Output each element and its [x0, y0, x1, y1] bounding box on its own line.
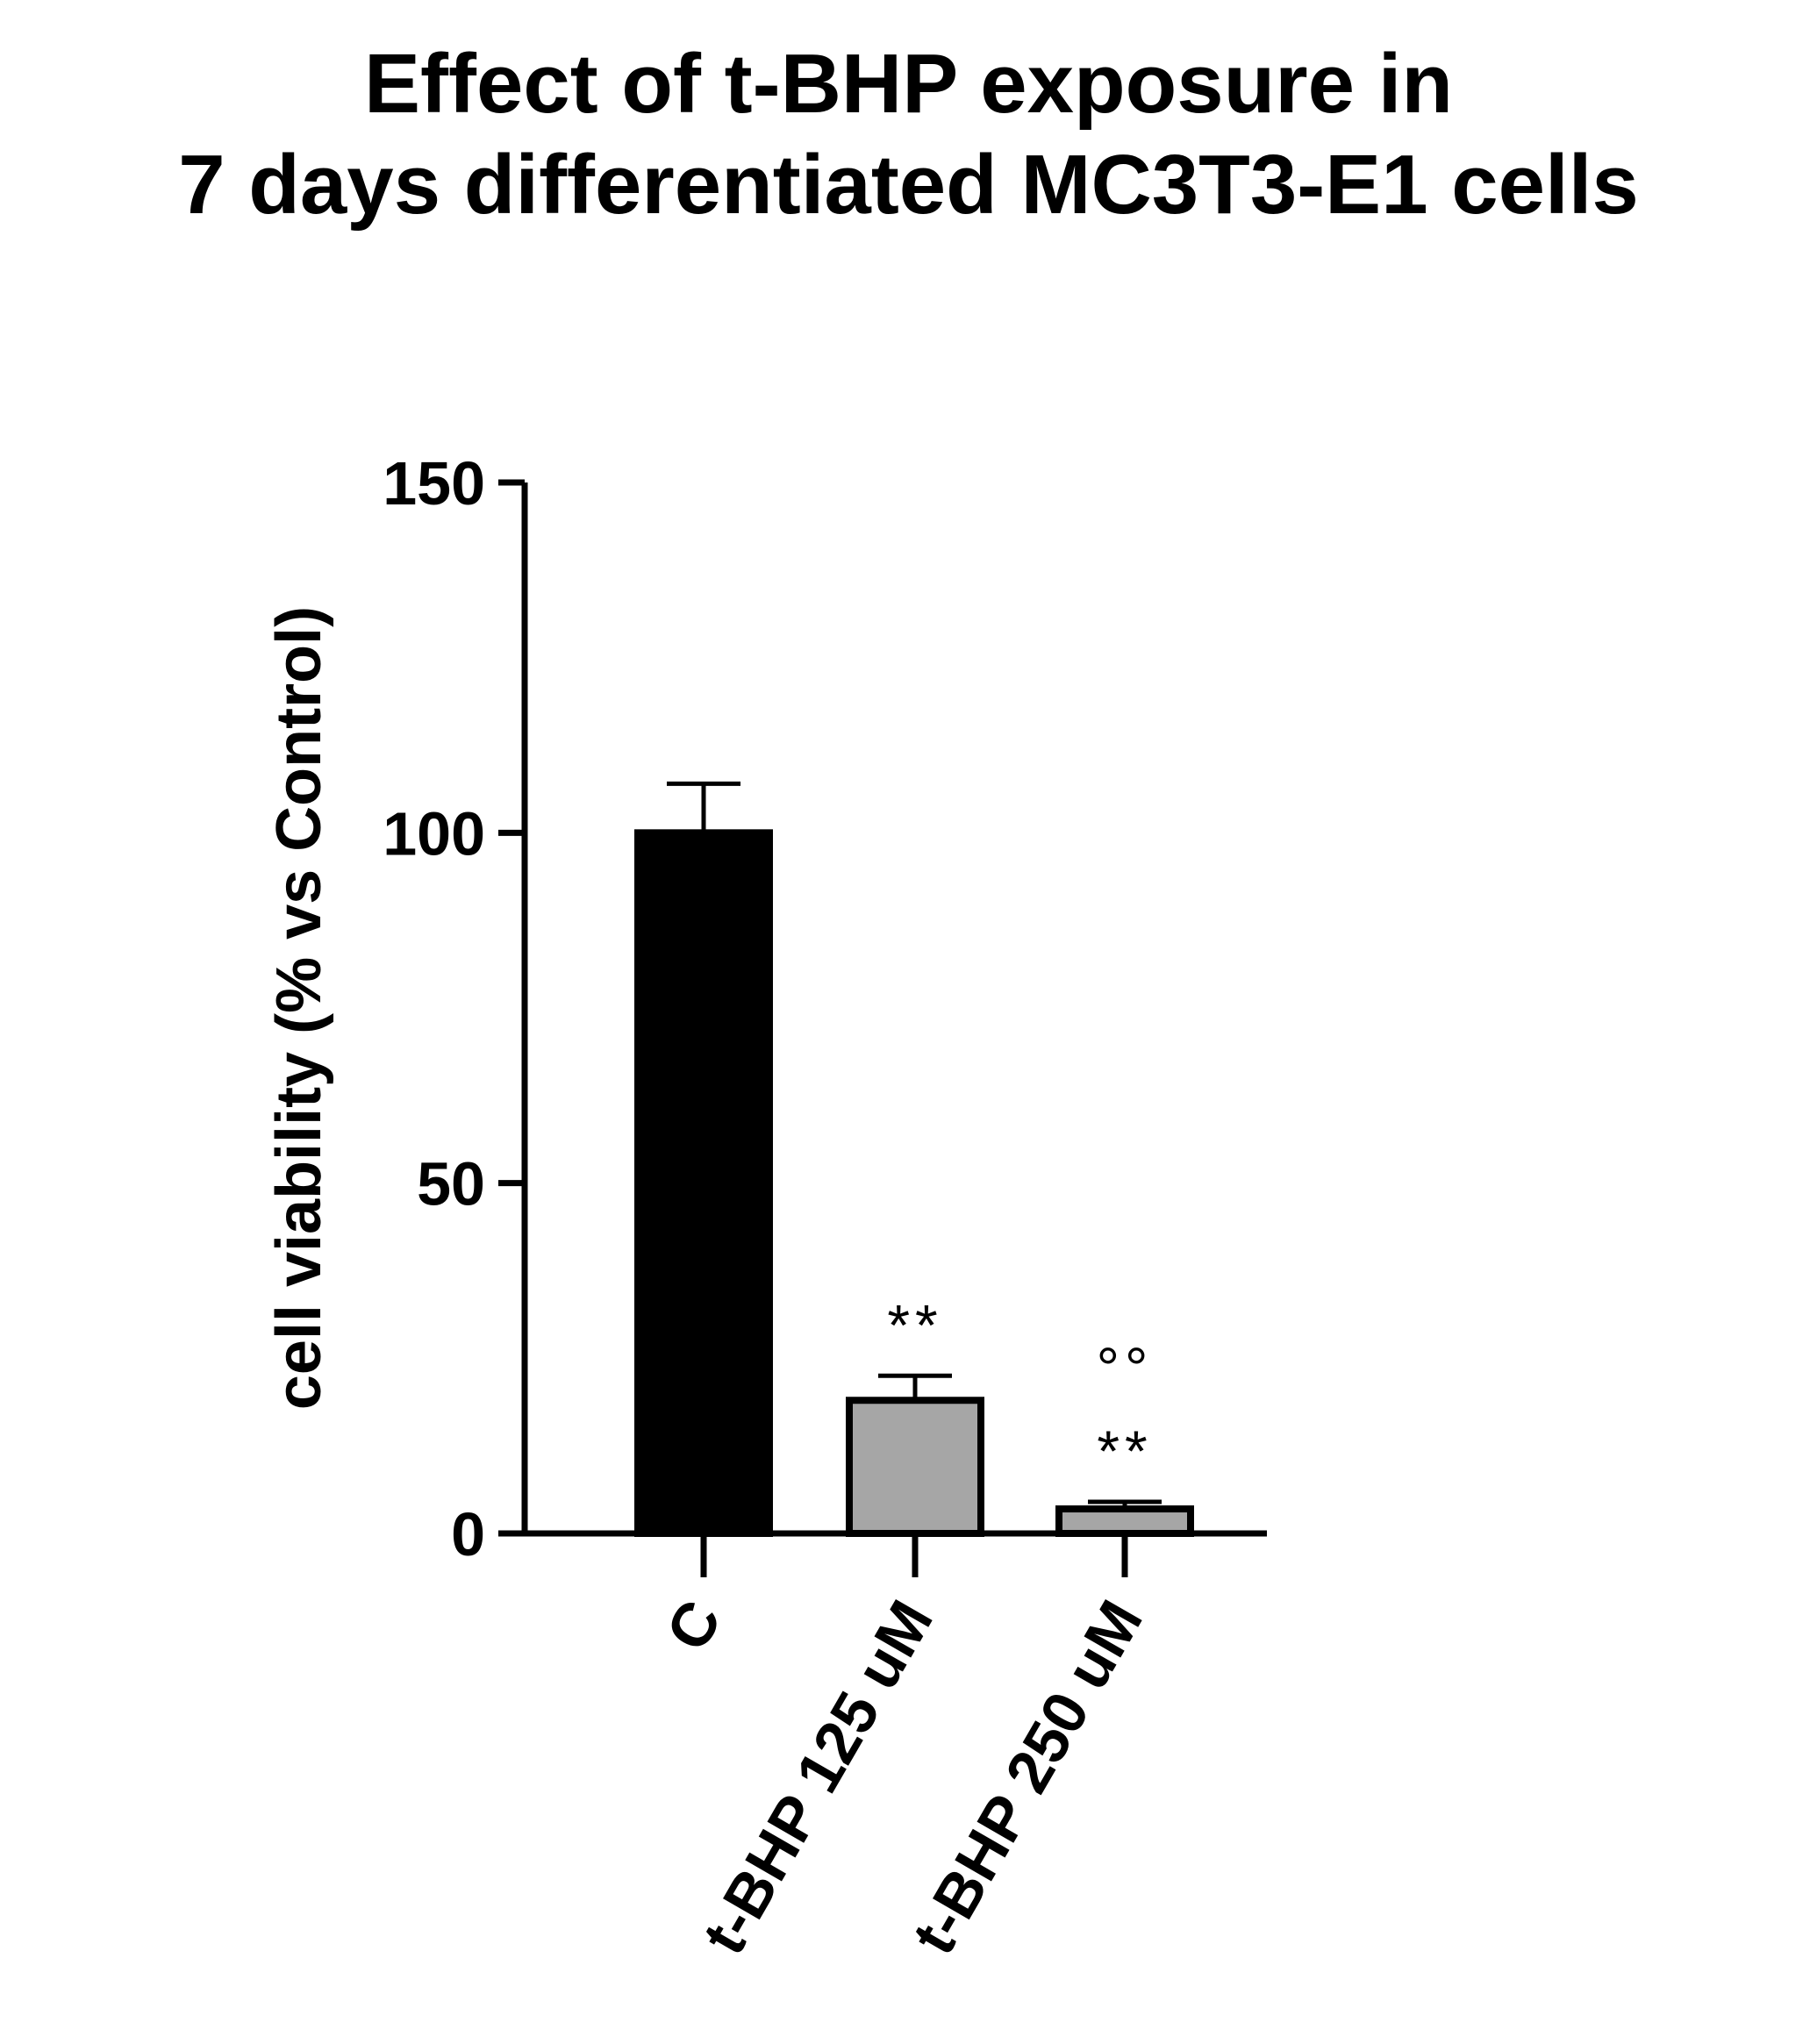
- y-tick-label-3: 150: [383, 449, 485, 518]
- y-tick-label-1: 50: [417, 1150, 485, 1219]
- chart-title-line-2: 7 days differentiated MC3T3-E1 cells: [178, 138, 1639, 232]
- chart-title: Effect of t-BHP exposure in 7 days diffe…: [0, 33, 1817, 235]
- significance-annotation-1-1: **: [1097, 1419, 1152, 1483]
- bar-1: [846, 1397, 984, 1537]
- y-tick-label-2: 100: [383, 799, 485, 868]
- bar-2: [1055, 1505, 1194, 1537]
- significance-annotation-1-0: °°: [1097, 1335, 1154, 1400]
- significance-annotation-0-0: **: [887, 1292, 942, 1357]
- axes-group: [498, 479, 1267, 1577]
- annotations-group: ** °° **: [887, 1292, 1154, 1483]
- error-bars-group: [667, 781, 1162, 1510]
- y-axis-label: cell viability (% vs Control): [264, 606, 334, 1410]
- y-tick-label-0: 0: [451, 1500, 485, 1569]
- x-tick-label-1: t-BHP 125 uM: [689, 1590, 946, 1966]
- x-tick-label-2: t-BHP 250 uM: [898, 1590, 1155, 1966]
- x-tick-label-0: C: [653, 1590, 734, 1662]
- chart-title-line-1: Effect of t-BHP exposure in: [363, 37, 1454, 131]
- bar-0: [634, 829, 773, 1537]
